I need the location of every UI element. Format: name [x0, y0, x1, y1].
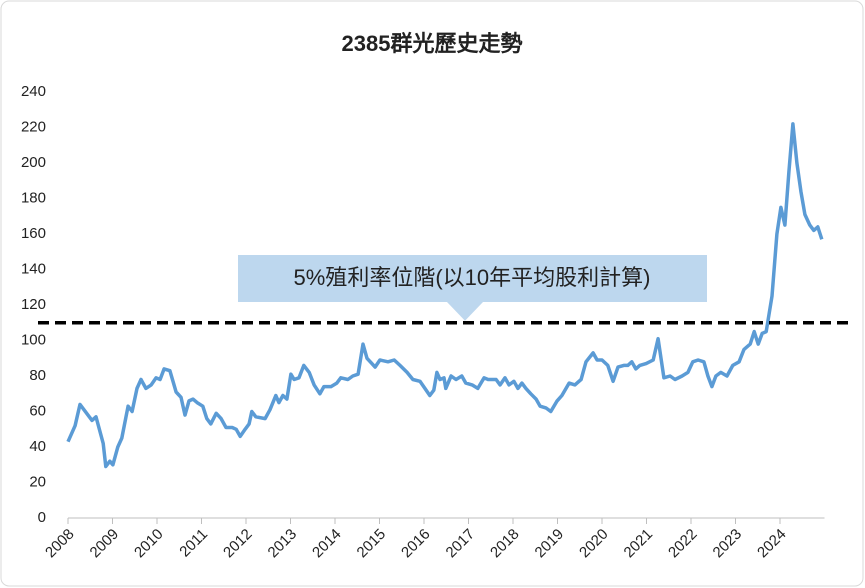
y-tick-label: 0	[38, 509, 46, 526]
y-tick-label: 140	[21, 260, 46, 277]
y-tick-label: 60	[29, 402, 46, 419]
y-tick-label: 180	[21, 189, 46, 206]
y-tick-label: 80	[29, 367, 46, 384]
price-line	[66, 122, 824, 469]
y-tick-label: 220	[21, 118, 46, 135]
y-tick-label: 20	[29, 473, 46, 490]
y-tick-label: 240	[21, 83, 46, 100]
chart-title: 2385群光歷史走勢	[342, 31, 523, 56]
y-tick-label: 40	[29, 438, 46, 455]
annotation-box	[238, 255, 707, 302]
y-tick-label: 200	[21, 154, 46, 171]
annotation-text: 5%殖利率位階(以10年平均股利計算)	[294, 265, 651, 290]
annotation-pointer	[447, 302, 483, 321]
y-tick-label: 160	[21, 225, 46, 242]
y-tick-label: 120	[21, 296, 46, 313]
y-tick-label: 100	[21, 331, 46, 348]
